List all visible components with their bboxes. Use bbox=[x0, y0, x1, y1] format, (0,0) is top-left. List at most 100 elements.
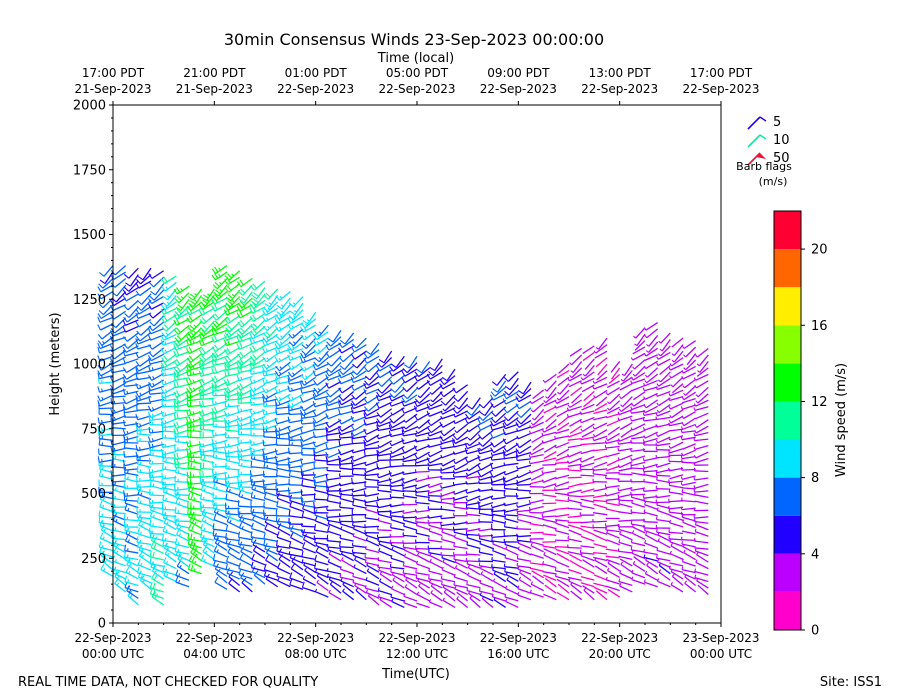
barb-feather bbox=[122, 373, 127, 380]
barb-feather bbox=[186, 357, 192, 363]
barb-shaft bbox=[353, 455, 367, 462]
wind-barb bbox=[403, 553, 418, 563]
barb-shaft bbox=[251, 541, 266, 547]
barb-shaft bbox=[201, 560, 215, 567]
barb-shaft bbox=[162, 483, 177, 486]
barb-half-feather bbox=[504, 515, 507, 519]
barb-half-feather bbox=[240, 408, 243, 412]
barb-half-feather bbox=[217, 541, 220, 545]
barb-feather bbox=[148, 381, 153, 388]
wind-barb bbox=[198, 307, 215, 316]
barb-feather bbox=[262, 479, 265, 486]
wind-barb bbox=[135, 343, 152, 350]
barb-shaft bbox=[124, 581, 139, 587]
barb-feather bbox=[250, 330, 255, 336]
barb-half-feather bbox=[465, 490, 468, 494]
barb-half-feather bbox=[240, 479, 243, 483]
barb-shaft bbox=[303, 538, 316, 547]
wind-barb bbox=[404, 355, 418, 369]
barb-feather bbox=[490, 391, 496, 397]
barb-shaft bbox=[267, 327, 279, 339]
barb-feather bbox=[275, 479, 277, 486]
wind-barb bbox=[440, 452, 456, 459]
barb-feather bbox=[137, 558, 141, 566]
barb-shaft bbox=[225, 482, 240, 485]
barb-shaft bbox=[228, 270, 241, 281]
barb-feather bbox=[148, 374, 152, 381]
barb-shaft bbox=[126, 590, 139, 599]
wind-barb bbox=[401, 437, 418, 445]
barb-shaft bbox=[136, 402, 152, 405]
barb-feather bbox=[287, 401, 292, 408]
barb-feather bbox=[452, 434, 458, 441]
barb-feather bbox=[198, 309, 203, 316]
wind-barb bbox=[199, 431, 215, 439]
barb-feather bbox=[325, 404, 328, 411]
barb-half-feather bbox=[390, 412, 393, 416]
barb-shaft bbox=[137, 541, 152, 546]
barb-shaft bbox=[112, 560, 126, 567]
barb-shaft bbox=[149, 398, 164, 403]
barb-feather bbox=[224, 349, 228, 355]
wind-barb bbox=[313, 535, 329, 540]
barb-shaft bbox=[288, 452, 304, 455]
wind-barb bbox=[325, 412, 342, 420]
barb-feather bbox=[136, 465, 139, 472]
wind-barb bbox=[224, 477, 240, 485]
barb-shaft bbox=[290, 400, 304, 409]
barb-shaft bbox=[491, 457, 506, 461]
barb-feather bbox=[326, 341, 332, 347]
barb-feather bbox=[98, 541, 102, 548]
wind-barb bbox=[262, 408, 278, 416]
barb-feather bbox=[176, 358, 181, 365]
barb-feather bbox=[249, 347, 254, 353]
barb-half-feather bbox=[338, 488, 341, 492]
barb-shaft bbox=[265, 578, 279, 588]
barb-half-feather bbox=[207, 293, 211, 297]
barb-shaft bbox=[327, 451, 342, 459]
barb-half-feather bbox=[219, 289, 223, 292]
wind-barb bbox=[312, 331, 329, 341]
barb-shaft bbox=[314, 514, 329, 521]
barb-half-feather bbox=[129, 594, 133, 598]
wind-barb bbox=[239, 514, 253, 528]
barb-feather bbox=[300, 323, 306, 329]
barb-shaft bbox=[124, 509, 139, 515]
barb-half-feather bbox=[454, 585, 457, 590]
wind-barb bbox=[123, 464, 139, 471]
barb-feather bbox=[237, 531, 241, 538]
barb-feather bbox=[263, 532, 266, 539]
wind-barb bbox=[313, 493, 329, 501]
barb-feather bbox=[301, 344, 307, 350]
barb-feather bbox=[224, 400, 227, 408]
barb-feather bbox=[325, 391, 331, 398]
barb-shaft bbox=[329, 583, 342, 594]
barb-shaft bbox=[441, 501, 456, 506]
barb-shaft bbox=[264, 575, 278, 581]
barb-feather bbox=[274, 425, 278, 432]
barb-half-feather bbox=[241, 518, 245, 523]
barb-feather bbox=[199, 357, 204, 363]
wind-barb bbox=[262, 359, 279, 370]
barb-shaft bbox=[327, 523, 342, 530]
barb-feather bbox=[110, 366, 113, 373]
barb-shaft bbox=[326, 463, 342, 466]
barb-shaft bbox=[111, 362, 126, 368]
barb-shaft bbox=[112, 572, 126, 580]
barb-shaft bbox=[200, 449, 215, 453]
barb-feather bbox=[109, 330, 114, 337]
barb-half-feather bbox=[104, 560, 107, 564]
barb-shaft bbox=[390, 489, 405, 493]
barb-shaft bbox=[189, 520, 202, 530]
barb-half-feather bbox=[265, 411, 268, 415]
wind-barb bbox=[236, 420, 253, 428]
wind-barb bbox=[198, 409, 215, 418]
barb-half-feather bbox=[351, 449, 354, 453]
wind-barb bbox=[338, 439, 354, 447]
barb-half-feather bbox=[267, 326, 270, 329]
barb-shaft bbox=[276, 493, 291, 498]
barb-feather bbox=[338, 342, 343, 348]
wind-barb bbox=[135, 338, 152, 345]
barb-feather bbox=[186, 335, 190, 342]
barb-half-feather bbox=[467, 437, 471, 441]
